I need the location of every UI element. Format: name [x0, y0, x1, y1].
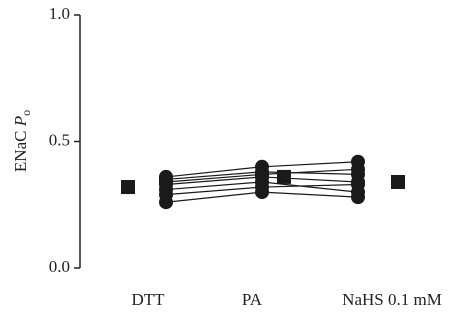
data-point	[351, 190, 365, 205]
data-point	[255, 185, 269, 200]
x-tick-label: PA	[242, 290, 263, 309]
data-point	[159, 195, 173, 210]
mean-marker	[121, 180, 135, 195]
data-point	[351, 162, 365, 177]
y-tick-label: 1.0	[49, 4, 70, 23]
x-tick-label: DTT	[131, 290, 165, 309]
x-tick-label: NaHS 0.1 mM	[342, 290, 442, 309]
y-axis-title-text: ENaC Po	[11, 110, 33, 172]
data-point	[351, 177, 365, 192]
y-tick-label: 0.0	[49, 257, 70, 276]
y-axis-title: ENaC Po	[11, 110, 33, 172]
y-tick-label: 0.5	[49, 130, 70, 149]
mean-marker	[391, 174, 405, 189]
mean-marker	[277, 169, 291, 184]
